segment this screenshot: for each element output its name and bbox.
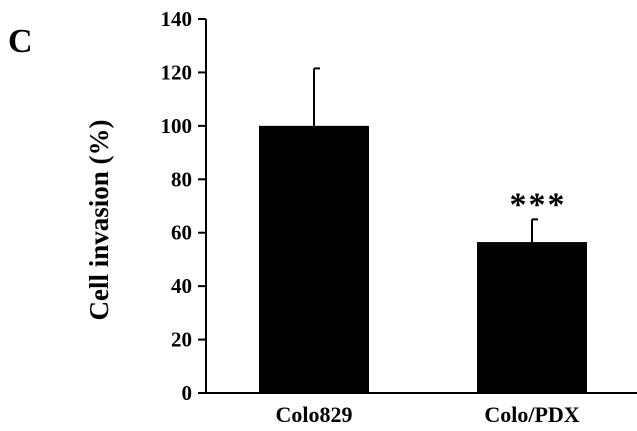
significance-annotation: *** bbox=[510, 186, 567, 223]
bar bbox=[477, 242, 587, 393]
x-tick-label: Colo829 bbox=[276, 402, 353, 427]
y-tick-label: 60 bbox=[171, 221, 192, 245]
x-tick-label: Colo/PDX bbox=[484, 402, 579, 427]
y-tick-label: 100 bbox=[161, 114, 193, 138]
bar bbox=[259, 125, 369, 393]
y-tick-label: 80 bbox=[171, 167, 192, 191]
plot-area: 0 20 40 60 80 100 120 140 Colo829 Colo/PDX *** bbox=[161, 7, 637, 427]
y-tick-label: 140 bbox=[161, 7, 193, 31]
y-axis-label: Cell invasion (%) bbox=[84, 119, 114, 320]
y-tick-label: 40 bbox=[171, 274, 192, 298]
y-tick-label: 20 bbox=[171, 328, 192, 352]
panel-label: C bbox=[8, 23, 33, 60]
y-tick-label: 0 bbox=[182, 381, 193, 405]
y-tick-label: 120 bbox=[161, 60, 193, 84]
